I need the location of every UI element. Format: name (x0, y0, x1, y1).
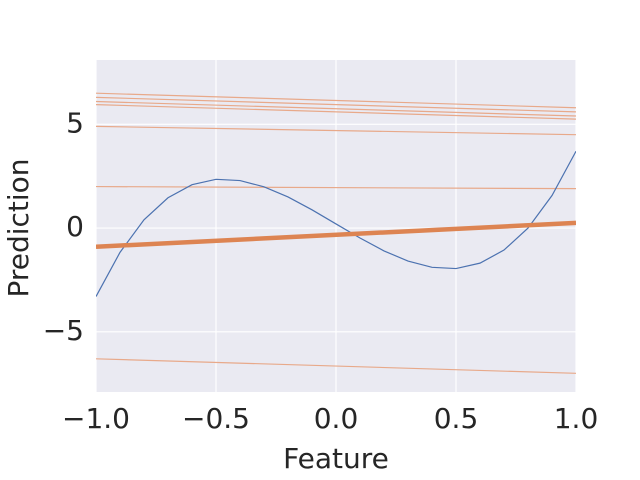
x-tick-label: 1.0 (554, 402, 599, 435)
x-tick-label: 0.0 (314, 402, 359, 435)
series-line (96, 100, 576, 117)
x-tick-label: −0.5 (182, 402, 250, 435)
series-line (96, 151, 576, 297)
series-line (96, 358, 576, 374)
series-line (96, 220, 576, 249)
x-axis-label: Feature (283, 442, 389, 475)
series-line (96, 96, 576, 113)
y-tick-label: 5 (66, 106, 84, 139)
y-tick-label: −5 (43, 314, 84, 347)
series-line (96, 185, 576, 190)
y-axis-label: Prediction (2, 158, 35, 297)
x-tick-label: 0.5 (434, 402, 479, 435)
x-tick-label: −1.0 (62, 402, 130, 435)
y-tick-label: 0 (66, 210, 84, 243)
series-line (96, 125, 576, 136)
series-line (96, 92, 576, 109)
series-line (96, 104, 576, 120)
